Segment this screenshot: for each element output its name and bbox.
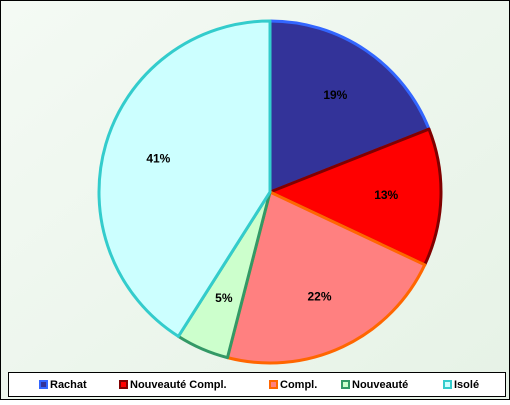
legend-marker bbox=[39, 380, 48, 389]
legend-marker bbox=[443, 380, 452, 389]
pie-slice bbox=[225, 190, 427, 365]
data-label: 41% bbox=[146, 152, 170, 166]
pie-slice bbox=[97, 19, 272, 338]
legend-label: Compl. bbox=[280, 379, 317, 391]
legend-marker bbox=[269, 380, 278, 389]
data-label: 22% bbox=[307, 289, 331, 303]
data-label: 19% bbox=[323, 88, 347, 102]
legend-label: Isolé bbox=[454, 379, 479, 391]
pie-slice bbox=[268, 19, 431, 194]
data-label: 5% bbox=[215, 291, 233, 305]
legend-label: Nouveauté Compl. bbox=[130, 379, 227, 391]
data-label: 13% bbox=[374, 188, 398, 202]
legend-marker bbox=[119, 380, 128, 389]
legend-label: Rachat bbox=[50, 379, 87, 391]
pie-slice bbox=[268, 127, 443, 267]
legend-label: Nouveauté bbox=[352, 379, 408, 391]
legend-marker bbox=[341, 380, 350, 389]
legend-box bbox=[8, 372, 506, 397]
